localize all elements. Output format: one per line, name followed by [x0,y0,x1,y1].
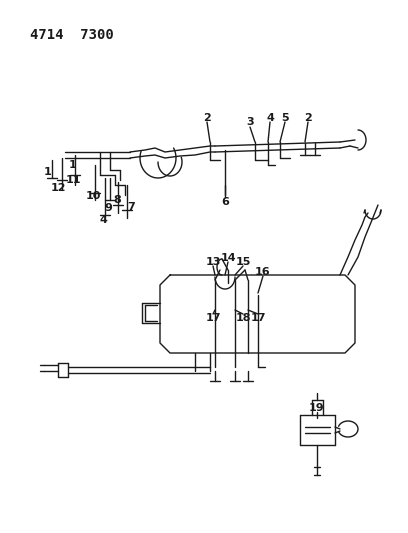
Text: 4: 4 [99,215,107,225]
Text: 8: 8 [113,195,121,205]
Text: 17: 17 [205,313,221,323]
Text: 4714  7300: 4714 7300 [30,28,114,42]
Text: 2: 2 [203,113,211,123]
Text: 4: 4 [266,113,274,123]
Text: 14: 14 [220,253,236,263]
Text: 1: 1 [69,160,77,170]
Text: 13: 13 [205,257,221,267]
Text: 6: 6 [221,197,229,207]
Text: 10: 10 [85,191,101,201]
Text: 19: 19 [309,403,325,413]
Text: 5: 5 [281,113,289,123]
Text: 3: 3 [246,117,254,127]
Text: 9: 9 [104,203,112,213]
Text: 12: 12 [50,183,66,193]
Text: 11: 11 [65,175,81,185]
Text: 17: 17 [250,313,266,323]
Text: 7: 7 [127,202,135,212]
Text: 15: 15 [235,257,251,267]
Text: 16: 16 [255,267,271,277]
Text: 2: 2 [304,113,312,123]
Text: 18: 18 [235,313,251,323]
Text: 1: 1 [44,167,52,177]
